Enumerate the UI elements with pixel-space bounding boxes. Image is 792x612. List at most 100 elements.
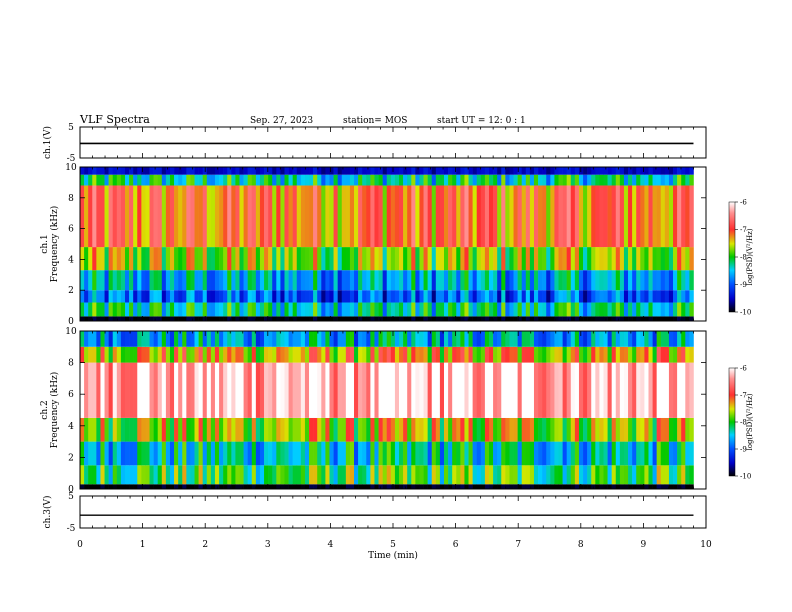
- spectrogram-cell: [161, 247, 167, 271]
- spectrogram-cell: [431, 167, 437, 175]
- spectrogram-cell: [149, 346, 154, 363]
- spectrogram-cell: [513, 247, 518, 271]
- spectrogram-cell: [309, 441, 314, 466]
- spectrogram-cell: [448, 270, 453, 291]
- spectrogram-cell: [190, 302, 195, 317]
- spectrogram-cell: [194, 362, 199, 418]
- spectrogram-cell: [198, 346, 203, 363]
- spectrogram-cell: [100, 346, 105, 363]
- x-tick-label: 1: [140, 540, 146, 550]
- spectrogram-cell: [574, 270, 580, 291]
- spectrogram-cell: [574, 362, 580, 418]
- spectrogram-cell: [235, 465, 240, 485]
- colorbar-tick-label: -9: [740, 281, 747, 289]
- spectrogram-cell: [591, 185, 596, 248]
- spectrogram-cell: [354, 290, 359, 303]
- spectrogram-cell: [488, 465, 494, 485]
- spectrogram-cell: [407, 362, 412, 418]
- spectrogram-cell: [313, 316, 318, 321]
- spectrogram-cell: [96, 465, 101, 485]
- spectrogram-cell: [304, 346, 310, 363]
- spectrogram-cell: [484, 247, 490, 271]
- colorbar-tick-label: -8: [740, 419, 747, 427]
- spectrogram-cell: [484, 346, 490, 363]
- spectrogram-cell: [96, 362, 101, 418]
- spectrogram-cell: [668, 174, 674, 186]
- spectrogram-cell: [366, 174, 371, 186]
- spectrogram-cell: [169, 316, 175, 321]
- spectrogram-cell: [268, 465, 273, 485]
- spectrogram-cell: [660, 174, 666, 186]
- spectrogram-cell: [640, 167, 645, 175]
- spectrogram-cell: [169, 290, 175, 303]
- spectrogram-cell: [145, 167, 150, 175]
- spectrogram-cell: [137, 484, 142, 489]
- spectrogram-cell: [632, 185, 637, 248]
- spectrogram-cell: [411, 247, 416, 271]
- spectrogram-cell: [583, 302, 588, 317]
- spectrogram-cell: [214, 465, 220, 485]
- spectrogram-cell: [329, 302, 334, 317]
- spectrogram-cell: [210, 316, 216, 321]
- spectrogram-cell: [202, 331, 208, 347]
- spectrogram-cell: [390, 417, 396, 442]
- spectrogram-cell: [673, 302, 678, 317]
- spectrogram-cell: [272, 174, 277, 186]
- spectrogram-cell: [337, 484, 343, 489]
- spectrogram-cell: [345, 270, 351, 291]
- spectrogram-cell: [439, 331, 445, 347]
- spectrogram-cell: [525, 185, 531, 248]
- spectrogram-cell: [419, 302, 424, 317]
- y-axis-label: Frequency (kHz): [49, 206, 60, 283]
- spectrogram-cell: [354, 185, 359, 248]
- spectrogram-cell: [435, 484, 441, 489]
- spectrogram-cell: [116, 290, 122, 303]
- spectrogram-cell: [223, 316, 228, 321]
- spectrogram-cell: [623, 185, 629, 248]
- spectrogram-cell: [615, 247, 621, 271]
- spectrogram-cell: [88, 290, 93, 303]
- spectrogram-cell: [574, 441, 580, 466]
- spectrogram-cell: [562, 167, 567, 175]
- spectrogram-cell: [505, 316, 510, 321]
- spectrogram-cell: [165, 484, 171, 489]
- spectrogram-cell: [435, 270, 441, 291]
- spectrogram-cell: [321, 185, 326, 248]
- spectrogram-cell: [456, 417, 461, 442]
- spectrogram-cell: [264, 484, 269, 489]
- spectrogram-cell: [640, 316, 645, 321]
- spectrogram-cell: [129, 441, 134, 466]
- spectrogram-cell: [341, 362, 347, 418]
- spectrogram-cell: [619, 484, 625, 489]
- spectrogram-cell: [533, 302, 539, 317]
- spectrogram-cell: [337, 465, 343, 485]
- spectrogram-cell: [599, 174, 604, 186]
- spectrogram-cell: [403, 417, 408, 442]
- colorbar-label: log(PSD)(V²/Hz): [746, 228, 754, 285]
- spectrogram-cell: [382, 417, 388, 442]
- spectrogram-cell: [554, 484, 559, 489]
- spectrogram-cell: [272, 331, 277, 347]
- spectrogram-cell: [264, 174, 269, 186]
- spectrogram-cell: [668, 247, 674, 271]
- spectrogram-cell: [599, 441, 604, 466]
- spectrogram-cell: [280, 441, 285, 466]
- spectrogram-cell: [137, 465, 142, 485]
- spectrogram-cell: [345, 465, 351, 485]
- spectrogram-cell: [464, 362, 469, 418]
- spectrogram-cell: [456, 346, 461, 363]
- spectrogram-cell: [296, 174, 302, 186]
- spectrogram-cell: [198, 185, 203, 248]
- spectrogram-cell: [227, 290, 232, 303]
- spectrogram-cell: [100, 185, 105, 248]
- spectrogram-cell: [214, 247, 220, 271]
- spectrogram-cell: [464, 441, 469, 466]
- spectrogram-cell: [407, 167, 412, 175]
- spectrogram-cell: [120, 331, 126, 347]
- spectrogram-cell: [583, 331, 588, 347]
- spectrogram-cell: [570, 247, 576, 271]
- spectrogram-cell: [116, 270, 122, 291]
- spectrogram-cell: [259, 167, 265, 175]
- spectrogram-cell: [452, 331, 457, 347]
